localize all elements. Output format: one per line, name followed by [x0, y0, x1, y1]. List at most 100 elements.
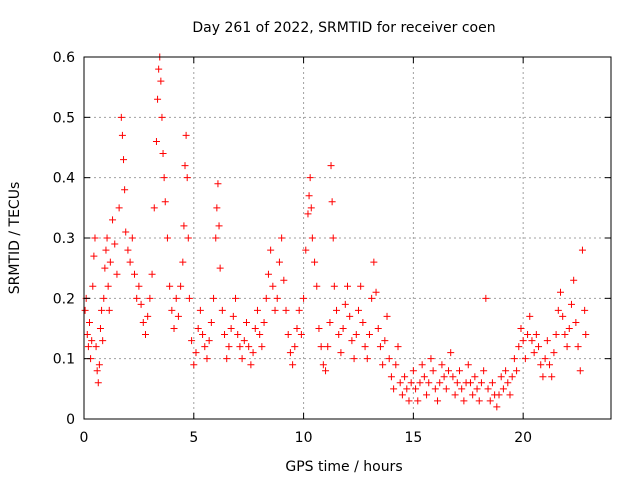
data-point — [535, 343, 543, 351]
data-point — [163, 234, 171, 242]
y-tick-label: 0.4 — [53, 171, 75, 187]
data-point — [210, 294, 218, 302]
plot-frame — [83, 56, 612, 420]
data-point — [168, 306, 176, 314]
data-point — [436, 379, 444, 387]
data-point — [350, 355, 358, 363]
data-point — [412, 385, 420, 393]
axis-ticks: 0 5 10 15 20 0 0.1 0.2 0.3 0.4 0.5 0.6 — [53, 50, 611, 446]
data-point — [308, 234, 316, 242]
data-point — [184, 234, 192, 242]
data-point — [532, 331, 540, 339]
data-point — [329, 234, 337, 242]
data-point — [155, 65, 163, 73]
data-point — [578, 246, 586, 254]
data-point — [199, 331, 207, 339]
data-point — [537, 361, 545, 369]
data-point — [232, 294, 240, 302]
data-point — [563, 343, 571, 351]
data-point — [475, 397, 483, 405]
data-point — [524, 331, 532, 339]
data-point — [418, 361, 426, 369]
data-point — [567, 300, 575, 308]
data-point — [368, 294, 376, 302]
data-point — [117, 113, 125, 121]
data-point — [416, 379, 424, 387]
data-point — [115, 204, 123, 212]
data-point — [278, 234, 286, 242]
data-point — [363, 355, 371, 363]
data-point — [322, 367, 330, 375]
data-point — [445, 367, 453, 375]
chart-title: Day 261 of 2022, SRMTID for receiver coe… — [192, 20, 495, 36]
data-point — [561, 331, 569, 339]
x-tick-label: 20 — [514, 430, 532, 446]
data-point — [104, 282, 112, 290]
data-point — [179, 258, 187, 266]
data-point — [305, 192, 313, 200]
data-points — [81, 53, 590, 411]
data-point — [289, 361, 297, 369]
data-point — [401, 373, 409, 381]
data-point — [300, 294, 308, 302]
grid — [84, 57, 611, 419]
data-point — [376, 343, 384, 351]
data-point — [504, 379, 512, 387]
data-point — [552, 331, 560, 339]
y-tick-label: 0.5 — [53, 110, 75, 126]
data-point — [440, 373, 448, 381]
data-point — [109, 216, 117, 224]
data-point — [427, 355, 435, 363]
data-point — [213, 204, 221, 212]
data-point — [247, 361, 255, 369]
data-point — [442, 385, 450, 393]
data-point — [81, 306, 89, 314]
data-point — [101, 264, 109, 272]
data-point — [425, 379, 433, 387]
data-point — [282, 306, 290, 314]
data-point — [91, 234, 99, 242]
data-point — [126, 258, 134, 266]
data-point — [121, 186, 129, 194]
x-axis-label: GPS time / hours — [285, 459, 402, 475]
data-point — [304, 210, 312, 218]
data-point — [111, 240, 119, 248]
data-point — [581, 306, 589, 314]
data-point — [133, 294, 141, 302]
data-point — [429, 367, 437, 375]
data-point — [141, 331, 149, 339]
y-tick-label: 0.1 — [53, 352, 75, 368]
data-point — [286, 349, 294, 357]
data-point — [103, 234, 111, 242]
data-point — [234, 331, 242, 339]
data-point — [370, 258, 378, 266]
data-point — [473, 385, 481, 393]
data-point — [113, 270, 121, 278]
data-point — [324, 343, 332, 351]
data-point — [172, 294, 180, 302]
data-point — [280, 276, 288, 284]
data-point — [144, 312, 152, 320]
data-point — [182, 131, 190, 139]
data-point — [166, 282, 174, 290]
data-point — [262, 294, 270, 302]
data-point — [346, 312, 354, 320]
data-point — [506, 391, 514, 399]
data-point — [333, 306, 341, 314]
data-point — [458, 385, 466, 393]
data-point — [196, 306, 204, 314]
data-point — [361, 343, 369, 351]
data-point — [137, 300, 145, 308]
data-point — [390, 385, 398, 393]
data-point — [576, 367, 584, 375]
data-point — [221, 331, 229, 339]
data-point — [212, 234, 220, 242]
y-tick-label: 0.3 — [53, 231, 75, 247]
data-point — [570, 276, 578, 284]
data-point — [105, 306, 113, 314]
data-point — [337, 349, 345, 357]
data-point — [493, 403, 501, 411]
data-point — [396, 379, 404, 387]
data-point — [477, 379, 485, 387]
data-point — [528, 337, 536, 345]
